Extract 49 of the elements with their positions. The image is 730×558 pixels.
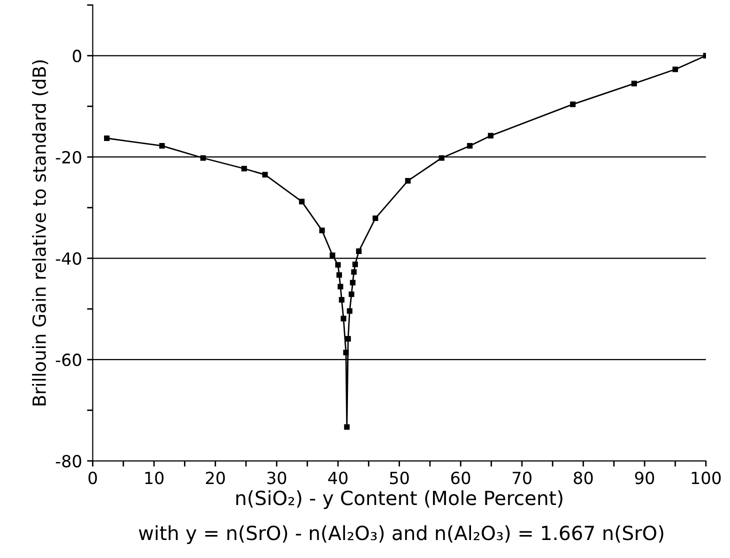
point [352,262,358,268]
point [570,102,576,108]
point [330,252,336,258]
x-tick-label: 20 [206,472,225,484]
point [319,228,325,234]
y-tick-label: -40 [56,252,82,265]
y-tick-label: -80 [56,454,82,468]
x-tick-label: 80 [574,472,593,484]
point [299,198,305,204]
point [200,155,206,161]
point [345,336,351,342]
point [467,143,473,149]
point [344,424,350,430]
x-axis-title: n(SiO₂) - y Content (Mole Percent) [236,490,562,510]
x-tick-label: 40 [328,472,348,484]
x-tick-label: 10 [145,472,164,484]
point [338,297,344,303]
point [672,66,678,72]
point [631,80,637,86]
point [438,155,444,161]
point [338,284,344,290]
y-tick-label: -20 [56,150,82,164]
x-tick-label: 100 [692,472,721,484]
x-tick-label: 70 [512,472,532,484]
point [262,172,268,178]
point [343,350,349,356]
y-tick-label: 0 [72,50,82,62]
point [356,248,362,254]
point [346,308,352,314]
x-tick-label: 60 [451,472,470,484]
point [350,280,356,286]
point [104,135,110,142]
point [351,269,357,275]
point [336,272,342,278]
x-tick-label: 90 [635,472,654,484]
point [372,215,378,222]
point [335,262,341,268]
text: with y = n(SrO) - n(Al₂O₃) and n(Al₂O₃) = 1.667 n(SrO) [138,525,664,544]
x-tick-label: 50 [390,472,409,484]
y-axis-title: Brillouin Gain relative to standard (dB) [32,60,48,406]
point [405,178,411,184]
point [241,166,247,172]
x-tick-label: 30 [267,472,286,484]
x-tick-label: 0 [88,472,97,484]
y-tick-label: -60 [56,354,82,366]
point [340,316,346,322]
point [159,143,165,149]
point [348,291,354,298]
point [488,132,494,138]
